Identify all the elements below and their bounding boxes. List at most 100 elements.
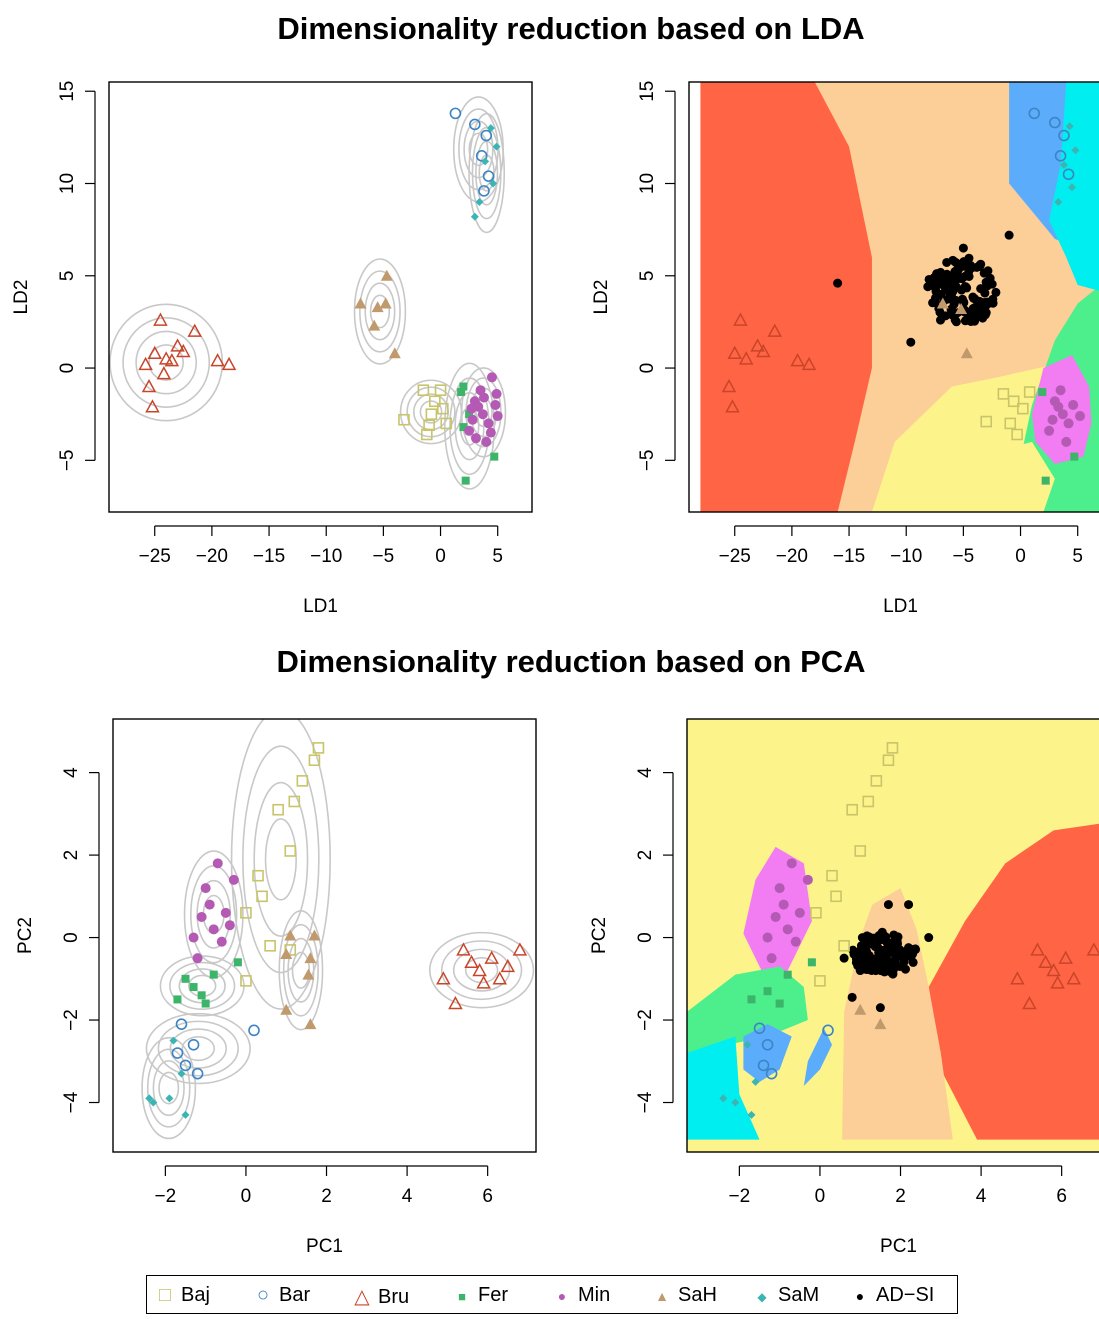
point-ad-si [867, 937, 877, 947]
point-sam [492, 142, 501, 151]
point-ad-si [948, 286, 958, 296]
density-contour [464, 956, 499, 984]
point-bar [175, 1018, 188, 1030]
plot-frame [112, 718, 537, 1153]
legend-item-sam: ◆ SaM [752, 1284, 819, 1307]
decision-region-bru [928, 823, 1099, 1140]
x-axis: −25 −20 −15 −10 −5 0 5 LD1 [139, 525, 503, 617]
point-bru [1010, 971, 1025, 985]
triangle-open-icon: △ [354, 1286, 370, 1308]
point-baj [1004, 417, 1017, 430]
point-bru [147, 345, 162, 360]
point-min [208, 924, 219, 935]
point-min [216, 936, 227, 947]
point-min [794, 907, 805, 918]
x-tick-label: −2 [729, 1186, 751, 1207]
point-bru [1038, 954, 1053, 969]
point-bru [141, 378, 157, 393]
x-tick-label: 4 [402, 1186, 413, 1207]
point-fer [747, 995, 756, 1004]
y-tick-label: 15 [57, 81, 78, 102]
point-ad-si [855, 966, 865, 976]
density-contour [419, 400, 443, 424]
point-min [228, 874, 239, 885]
point-ad-si [848, 945, 858, 955]
x-tick-label: −20 [776, 546, 808, 567]
y-tick-label: 5 [57, 270, 78, 281]
point-ad-si [964, 271, 974, 281]
point-ad-si [928, 298, 938, 308]
point-bru [1066, 971, 1082, 985]
y-tick-label: 0 [635, 932, 656, 943]
legend-item-ad-si: ● AD−SI [850, 1284, 935, 1307]
point-baj [288, 795, 301, 808]
point-bru [733, 312, 748, 326]
point-min [200, 883, 211, 894]
point-baj [846, 803, 858, 816]
point-min [1057, 409, 1068, 420]
density-contour [145, 1012, 251, 1085]
x-axis: −2 0 2 4 6 PC1 [729, 1165, 1067, 1257]
y-tick-label: −4 [635, 1091, 656, 1113]
x-tick-label: 0 [241, 1186, 252, 1207]
point-ad-si [988, 298, 998, 308]
y-tick-label: −2 [61, 1009, 82, 1031]
density-contour [287, 937, 315, 1003]
point-bru [750, 338, 765, 352]
point-bru [790, 353, 805, 367]
y-axis-label: LD2 [591, 280, 612, 315]
x-tick-label: 4 [976, 1186, 987, 1207]
density-contour [157, 1020, 239, 1077]
point-bar [753, 1022, 766, 1035]
point-sam [475, 197, 484, 206]
x-axis-label: LD1 [303, 596, 338, 617]
point-ad-si [860, 937, 870, 947]
point-sah [955, 302, 968, 314]
point-sam [1054, 197, 1063, 206]
point-bar [191, 1067, 204, 1080]
point-bru [145, 399, 160, 413]
x-tick-label: −5 [953, 546, 975, 567]
point-fer [763, 987, 772, 996]
point-ad-si [906, 337, 916, 347]
x-tick-label: −15 [253, 546, 285, 567]
point-ad-si [987, 279, 997, 289]
point-min [470, 433, 481, 444]
point-ad-si [943, 277, 953, 287]
point-baj [434, 384, 447, 396]
point-sam [719, 1094, 728, 1103]
point-baj [240, 975, 252, 987]
point-min [224, 920, 235, 931]
point-fer [461, 476, 470, 485]
point-bru [170, 338, 185, 352]
point-baj [256, 890, 268, 903]
point-fer [173, 995, 182, 1004]
point-ad-si [839, 953, 849, 963]
plot-area [141, 719, 535, 1140]
point-baj [421, 428, 433, 441]
density-contour [264, 818, 297, 901]
legend: □ Baj ○ Bar △ Bru ■ Fer ● Min ▲ SaH ◆ SaM ● AD−S… [146, 1275, 958, 1314]
point-ad-si [847, 992, 857, 1002]
point-bar [1028, 107, 1041, 120]
square-open-icon: □ [158, 1284, 172, 1306]
x-tick-label: −10 [310, 546, 342, 567]
density-contour [428, 931, 535, 1009]
point-sah [304, 952, 317, 964]
x-tick-label: −15 [833, 546, 865, 567]
point-ad-si [908, 949, 918, 959]
point-baj [417, 384, 430, 396]
point-sah [304, 1018, 317, 1030]
point-bar [765, 1067, 778, 1080]
point-min [196, 911, 207, 922]
density-contour [146, 1048, 191, 1128]
x-tick-label: −20 [196, 546, 228, 567]
lda-section-title: Dimensionality reduction based on LDA [277, 11, 865, 46]
point-bru [464, 954, 479, 969]
point-sah [280, 1003, 293, 1015]
point-baj [1023, 386, 1036, 398]
point-bru [456, 942, 471, 956]
point-sam [743, 1040, 752, 1049]
point-sam [470, 212, 479, 221]
point-bru [1058, 950, 1073, 964]
